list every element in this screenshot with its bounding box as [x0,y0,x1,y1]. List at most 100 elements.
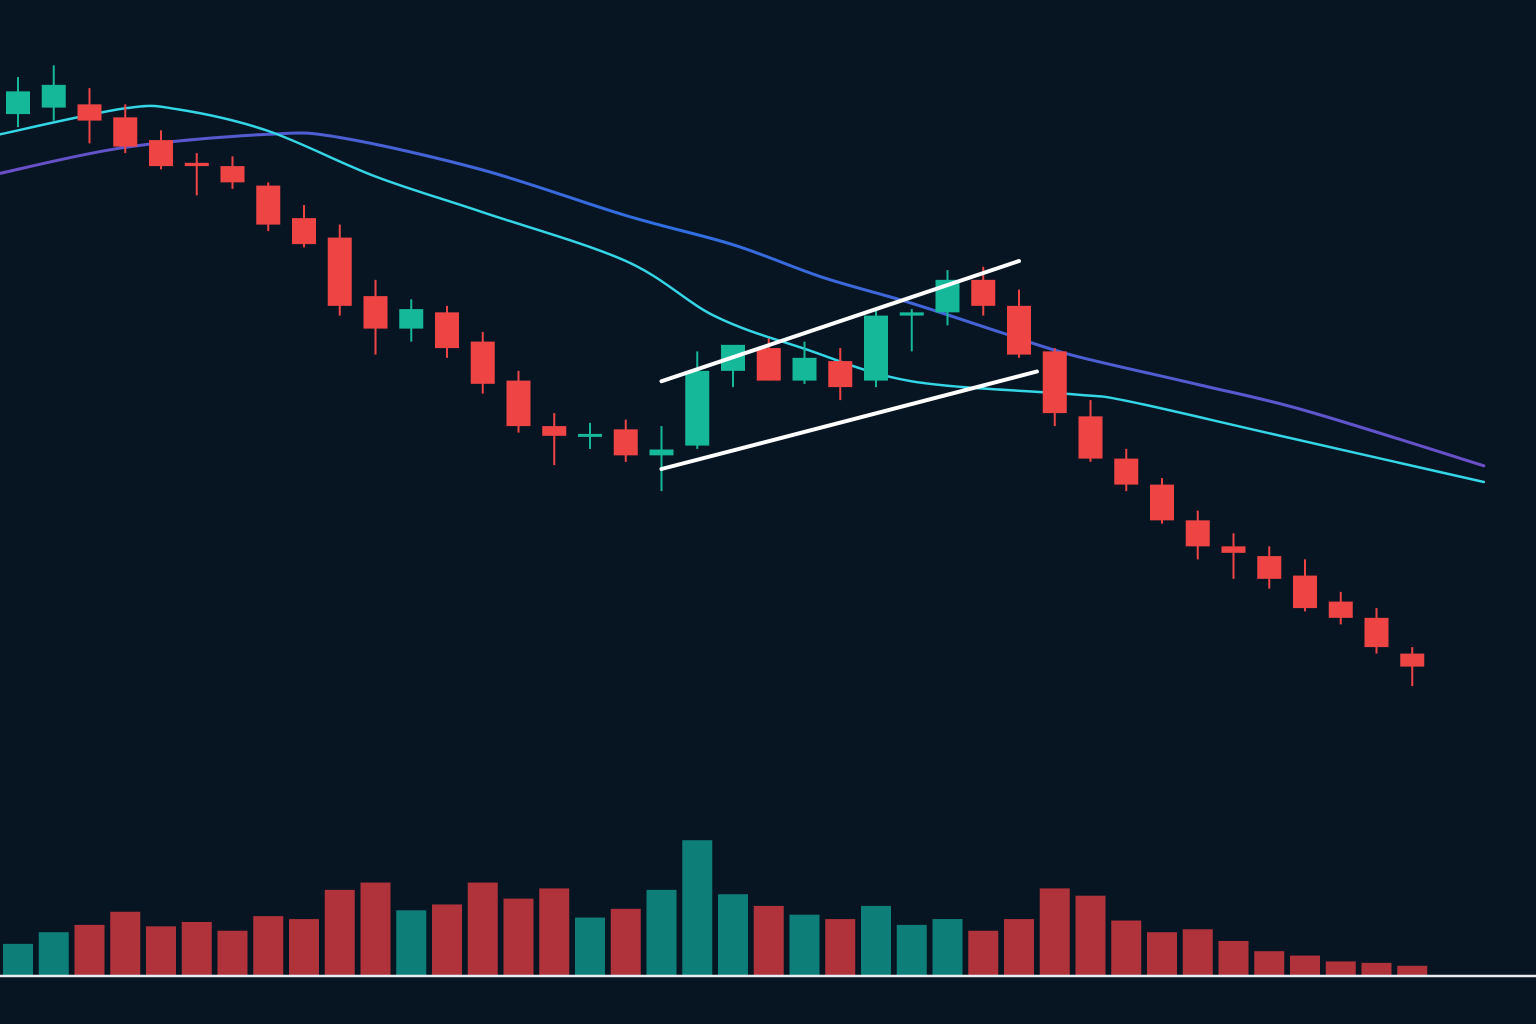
candle-body [899,312,924,316]
volume-bar [1111,920,1142,976]
ma-fast-line [0,104,1486,484]
candle-body [1114,458,1139,485]
candle [542,413,567,466]
candle [864,309,888,388]
volume-bar [324,889,355,976]
volume-bar [1004,919,1034,976]
candle-body [1185,520,1210,547]
candle-body [149,140,173,167]
candle-body [435,312,459,349]
candle-body [292,218,316,245]
candle [435,305,459,358]
volume-bar [1290,955,1320,976]
volume-bar [289,919,319,976]
volume-bar [1147,932,1177,976]
volume-bar [110,911,141,976]
volume-bars [3,840,1428,976]
volume-bar [467,882,498,976]
candle-body [685,370,710,446]
candle-body [113,117,138,147]
volume-bar [38,932,69,976]
volume-bar [503,898,534,976]
volume-bar [1361,962,1392,976]
candle [1400,647,1425,687]
candle [1007,289,1031,358]
volume-bar [1218,940,1249,976]
candle-body [1221,546,1246,553]
candle-body [792,357,817,381]
candle-body [1150,484,1174,521]
volume-bar [253,916,284,976]
candle-body [828,361,853,388]
candle-body [971,279,996,306]
candle-body [327,237,352,306]
volume-bar [932,919,963,976]
candle [6,77,30,128]
volume-bar [968,930,999,976]
candle [470,331,495,394]
volume-bar [575,917,605,976]
candle-body [1257,556,1282,579]
volume-bar [753,905,784,976]
volume-bar [610,908,641,976]
rising-channel [659,259,1039,471]
candle [1328,591,1353,625]
candle [1114,448,1139,492]
volume-bar [217,930,248,976]
candle-body [756,348,781,381]
volume-bar [682,840,713,976]
candle-body [256,185,281,225]
candle-body [6,91,30,115]
candle-body [220,166,245,183]
candle [113,104,138,154]
candle [220,156,245,189]
candle-body [1007,305,1031,355]
candle [1042,348,1067,427]
candle [292,205,316,248]
candle-body [506,380,531,427]
candle-body [363,296,388,329]
candle [77,88,102,144]
candle [363,279,388,355]
volume-bar [360,882,391,976]
candle-body [1364,617,1389,648]
volume-bar [1254,951,1285,976]
candle [256,182,281,232]
candle-body [399,309,424,329]
candle-body [1328,601,1353,618]
candle [184,153,209,196]
volume-bar [861,905,891,976]
volume-bar [539,888,570,976]
volume-bar [896,924,927,976]
candle-body [1293,575,1317,609]
candle [935,270,960,326]
candle-body [1078,416,1103,459]
candle [1293,559,1317,612]
candle [327,224,352,316]
volume-bar [1325,961,1356,976]
candle [149,130,173,170]
candle-body [470,341,495,384]
candle [828,348,853,401]
channel-upper-line [659,259,1021,384]
volume-bar [432,904,462,976]
candle [792,341,817,384]
candle [1078,400,1103,462]
candle-body [578,433,602,437]
volume-bar [825,919,856,976]
candles [6,65,1425,687]
candle [506,370,531,433]
candle-body [649,449,674,456]
volume-bar [1397,965,1428,976]
candle-body [184,162,209,167]
volume-bar [74,924,105,976]
candle [899,309,924,352]
candle [649,426,674,492]
volume-bar [718,894,748,976]
volume-bar [396,910,427,976]
volume-bar [181,921,212,976]
candle [1257,546,1282,589]
volume-bar [146,926,176,976]
